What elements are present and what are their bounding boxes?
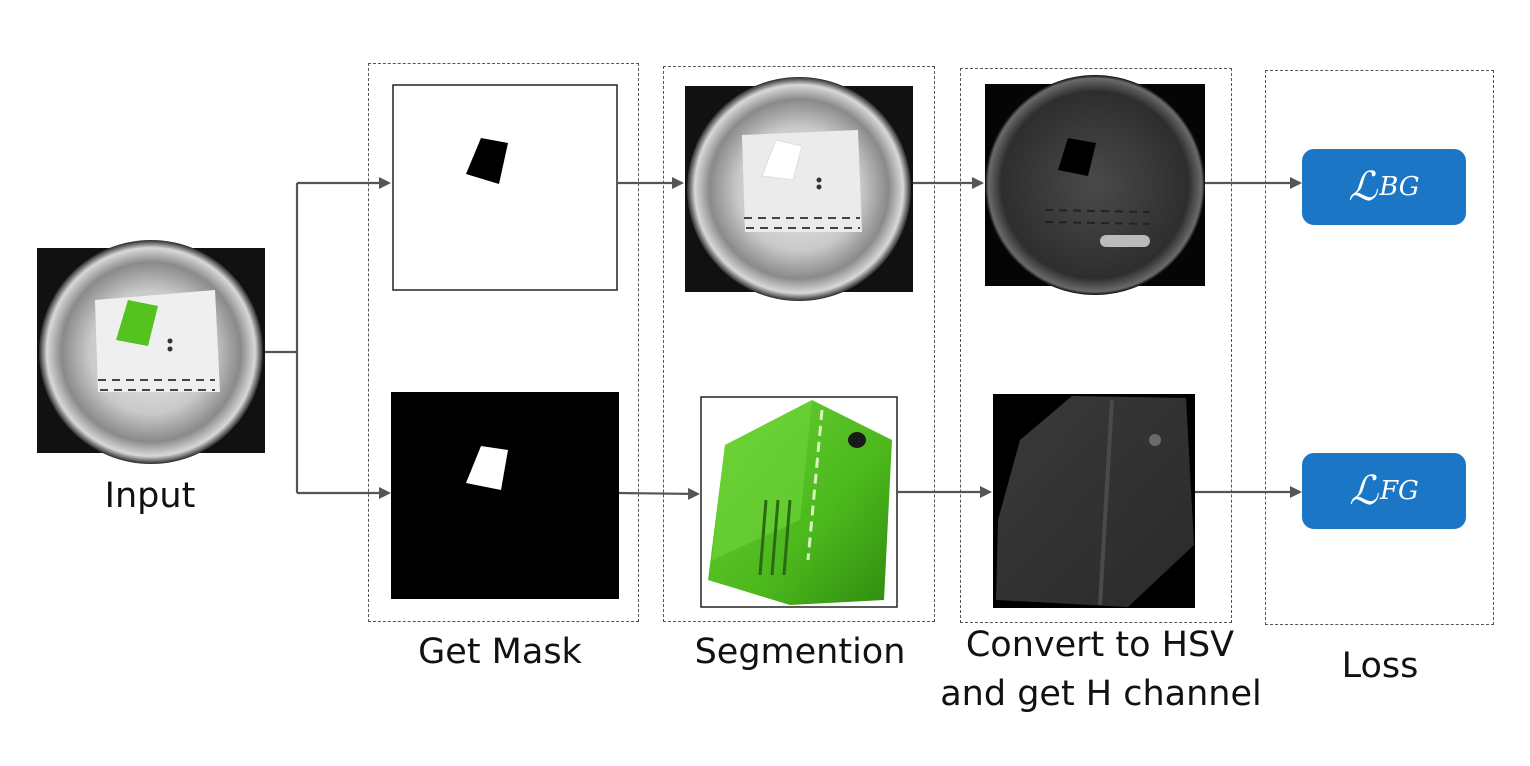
loss-fg-symbol: ℒ	[1349, 468, 1378, 514]
segmentation-foreground-image	[700, 396, 898, 608]
loss-fg-badge: ℒ FG	[1302, 453, 1466, 529]
loss-label: Loss	[1341, 646, 1419, 686]
input-image	[37, 240, 265, 464]
loss-bg-subscript: BG	[1379, 172, 1420, 202]
hsv-foreground-image	[993, 394, 1195, 608]
segmentation-stage-box	[663, 66, 935, 622]
connectors	[265, 177, 1302, 500]
hsv-label-line2: and get H channel	[940, 674, 1262, 714]
segmentation-label: Segmention	[694, 632, 906, 672]
loss-bg-badge: ℒ BG	[1302, 149, 1466, 225]
get-mask-stage-box	[368, 63, 639, 622]
hsv-background-image	[985, 75, 1205, 295]
loss-fg-subscript: FG	[1380, 476, 1419, 506]
mask-background-image	[392, 84, 618, 291]
input-label: Input	[104, 476, 196, 516]
loss-stage-box	[1265, 70, 1494, 625]
get-mask-label: Get Mask	[418, 632, 582, 672]
segmentation-background-image	[685, 77, 913, 301]
loss-bg-symbol: ℒ	[1348, 164, 1378, 210]
hsv-stage-box	[960, 68, 1232, 623]
mask-foreground-image	[391, 392, 619, 599]
hsv-label-line1: Convert to HSV	[965, 625, 1235, 665]
